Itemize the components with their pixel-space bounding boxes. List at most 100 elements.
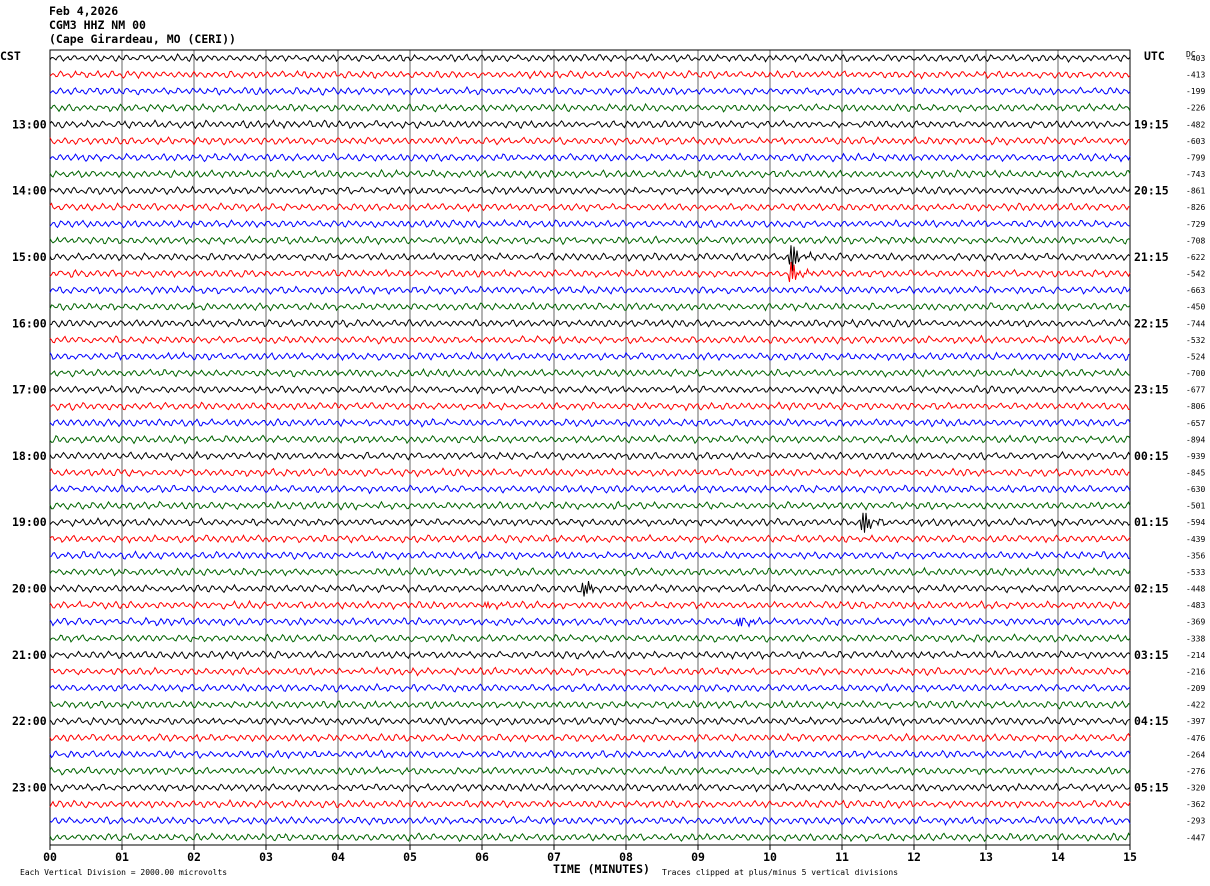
dc-offset-label: -403: [1186, 54, 1205, 63]
utc-hour-label: 04:15: [1134, 714, 1169, 728]
seismic-trace: [49, 102, 1131, 113]
x-tick-label: 15: [1123, 850, 1137, 864]
dc-offset-label: -448: [1186, 585, 1205, 594]
utc-hour-label: 00:15: [1134, 449, 1169, 463]
seismic-trace: [49, 581, 1131, 597]
dc-offset-label: -806: [1186, 402, 1205, 411]
dc-offset-label: -476: [1186, 734, 1205, 743]
utc-hour-label: 22:15: [1134, 316, 1169, 330]
x-tick-label: 14: [1051, 850, 1065, 864]
dc-offset-label: -845: [1186, 469, 1205, 478]
cst-hour-label: 19:00: [12, 515, 47, 529]
dc-offset-label: -743: [1186, 170, 1205, 179]
location-label: (Cape Girardeau, MO (CERI)): [49, 32, 236, 46]
station-label: CGM3 HHZ NM 00: [49, 18, 146, 32]
x-tick-label: 02: [187, 850, 201, 864]
dc-offset-label: -447: [1186, 833, 1205, 842]
dc-offset-label: -450: [1186, 303, 1205, 312]
dc-header: DC: [1186, 50, 1196, 59]
dc-offset-label: -338: [1186, 634, 1205, 643]
x-tick-label: 07: [547, 850, 561, 864]
seismic-trace: [49, 136, 1131, 146]
seismic-trace: [49, 512, 1131, 533]
cst-hour-label: 23:00: [12, 781, 47, 795]
seismic-trace: [49, 450, 1131, 462]
dc-offset-label: -799: [1186, 153, 1205, 162]
seismic-trace: [49, 749, 1131, 760]
seismic-trace: [49, 732, 1131, 743]
cst-hour-label: 15:00: [12, 250, 47, 264]
seismic-trace: [49, 86, 1131, 96]
seismic-trace: [49, 218, 1131, 229]
scale-note: Each Vertical Division = 2000.00 microvo…: [20, 868, 227, 877]
seismic-trace: [49, 418, 1131, 428]
seismic-trace: [49, 261, 1131, 283]
dc-offset-label: -594: [1186, 518, 1205, 527]
seismic-trace: [49, 351, 1131, 362]
seismic-trace: [50, 367, 1131, 378]
cst-label: CST: [0, 49, 21, 63]
label-layer: 00 01 02 03 04 05 06 07 08 09 10 11 12 13 14 15 13:00 19:…: [12, 54, 1205, 864]
seismic-trace: [49, 616, 1131, 628]
dc-offset-label: -826: [1186, 203, 1205, 212]
utc-hour-label: 01:15: [1134, 515, 1169, 529]
seismic-trace: [49, 467, 1130, 478]
x-tick-label: 09: [691, 850, 705, 864]
seismic-trace: [49, 401, 1130, 412]
dc-offset-label: -226: [1186, 104, 1205, 113]
x-tick-label: 03: [259, 850, 273, 864]
seismic-trace: [49, 566, 1131, 577]
dc-offset-label: -264: [1186, 750, 1205, 759]
seismic-trace: [49, 168, 1131, 180]
dc-offset-label: -622: [1186, 253, 1205, 262]
x-tick-label: 05: [403, 850, 417, 864]
dc-offset-label: -533: [1186, 568, 1205, 577]
x-tick-label: 11: [835, 850, 849, 864]
seismic-trace: [49, 235, 1131, 246]
dc-offset-label: -216: [1186, 667, 1205, 676]
seismic-trace: [49, 484, 1131, 495]
x-tick-label: 04: [331, 850, 345, 864]
dc-offset-label: -439: [1186, 535, 1205, 544]
utc-hour-label: 19:15: [1134, 117, 1169, 131]
dc-offset-label: -320: [1186, 784, 1205, 793]
seismic-trace: [49, 53, 1131, 64]
dc-offset-label: -603: [1186, 137, 1205, 146]
seismic-trace: [49, 799, 1131, 809]
seismic-trace: [49, 202, 1130, 213]
x-tick-label: 01: [115, 850, 129, 864]
clip-note: Traces clipped at plus/minus 5 vertical …: [662, 868, 898, 877]
cst-hour-label: 13:00: [12, 117, 47, 131]
dc-offset-label: -209: [1186, 684, 1205, 693]
dc-offset-label: -630: [1186, 485, 1205, 494]
date-label: Feb 4,2026: [49, 4, 119, 18]
seismic-trace: [49, 318, 1131, 329]
x-tick-label: 10: [763, 850, 777, 864]
seismic-trace: [49, 69, 1131, 80]
dc-offset-label: -894: [1186, 435, 1205, 444]
seismic-trace: [49, 500, 1131, 511]
x-tick-label: 12: [907, 850, 921, 864]
grid-layer: [49, 49, 1131, 850]
plot-frame: [49, 49, 1131, 846]
x-tick-label: 06: [475, 850, 489, 864]
seismic-trace: [49, 185, 1131, 196]
dc-offset-label: -293: [1186, 817, 1205, 826]
utc-hour-label: 05:15: [1134, 781, 1169, 795]
dc-offset-label: -362: [1186, 800, 1205, 809]
seismic-trace: [49, 152, 1131, 163]
dc-offset-label: -524: [1186, 352, 1205, 361]
cst-hour-label: 20:00: [12, 582, 47, 596]
seismic-trace: [49, 245, 1131, 272]
dc-offset-label: -422: [1186, 701, 1205, 710]
utc-hour-label: 02:15: [1134, 582, 1169, 596]
dc-offset-label: -483: [1186, 601, 1205, 610]
dc-offset-label: -663: [1186, 286, 1205, 295]
dc-offset-label: -729: [1186, 220, 1205, 229]
utc-hour-label: 21:15: [1134, 250, 1169, 264]
x-tick-label: 13: [979, 850, 993, 864]
seismic-trace: [49, 334, 1131, 345]
seismic-trace: [49, 633, 1131, 643]
seismic-trace: [49, 649, 1131, 661]
x-axis-title: TIME (MINUTES): [553, 862, 650, 876]
